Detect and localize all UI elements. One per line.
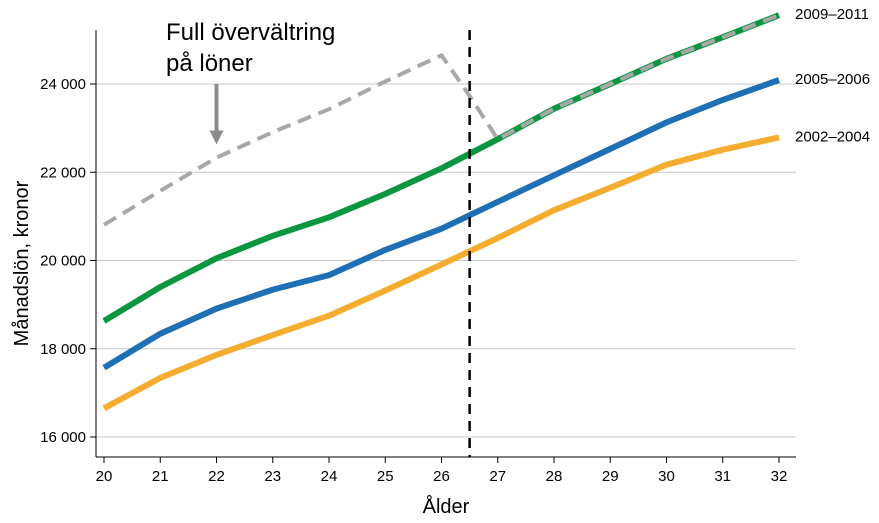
x-tick-label-30: 30 [658, 468, 675, 485]
y-tick-label-16000: 16 000 [40, 429, 86, 446]
x-ticks: 20 21 22 23 24 25 26 27 28 29 30 31 32 [96, 457, 788, 485]
series-label-2002–2004: 2002–2004 [795, 128, 870, 145]
annotation-arrow-head [209, 130, 224, 145]
overvaltring-dashed-line [102, 13, 780, 227]
x-tick-label-21: 21 [152, 468, 169, 485]
y-tick-label-22000: 22 000 [40, 164, 86, 181]
x-tick-label-31: 31 [714, 468, 731, 485]
x-tick-label-24: 24 [321, 468, 338, 485]
series-labels: 2009–2011 2005–2006 2002–2004 [795, 6, 870, 145]
series-line-2002–2004 [102, 134, 780, 411]
axes [95, 30, 796, 458]
x-tick-label-32: 32 [771, 468, 788, 485]
annotation-text-line-2: på löner [166, 50, 253, 77]
y-tick-label-18000: 18 000 [40, 341, 86, 358]
y-ticks: 16 000 18 000 20 000 22 000 24 000 [40, 76, 96, 446]
y-tick-label-24000: 24 000 [40, 76, 86, 93]
x-tick-label-25: 25 [377, 468, 394, 485]
y-axis-title: Månadslön, kronor [11, 180, 33, 346]
series-lines [102, 12, 781, 411]
x-tick-label-22: 22 [208, 468, 225, 485]
x-axis-title: Ålder [423, 495, 470, 518]
series-line-2005–2006 [102, 77, 781, 371]
annotation-text-line-1: Full övervältring [166, 19, 335, 46]
x-tick-label-27: 27 [489, 468, 506, 485]
x-tick-label-29: 29 [602, 468, 619, 485]
annotation: Full övervältring på löner [166, 19, 335, 145]
series-label-2005–2006: 2005–2006 [795, 71, 870, 88]
y-tick-label-20000: 20 000 [40, 253, 86, 270]
x-tick-label-26: 26 [433, 468, 450, 485]
series-label-2009–2011: 2009–2011 [795, 6, 869, 23]
x-tick-label-20: 20 [96, 468, 113, 485]
x-tick-label-23: 23 [264, 468, 281, 485]
x-tick-label-28: 28 [546, 468, 563, 485]
